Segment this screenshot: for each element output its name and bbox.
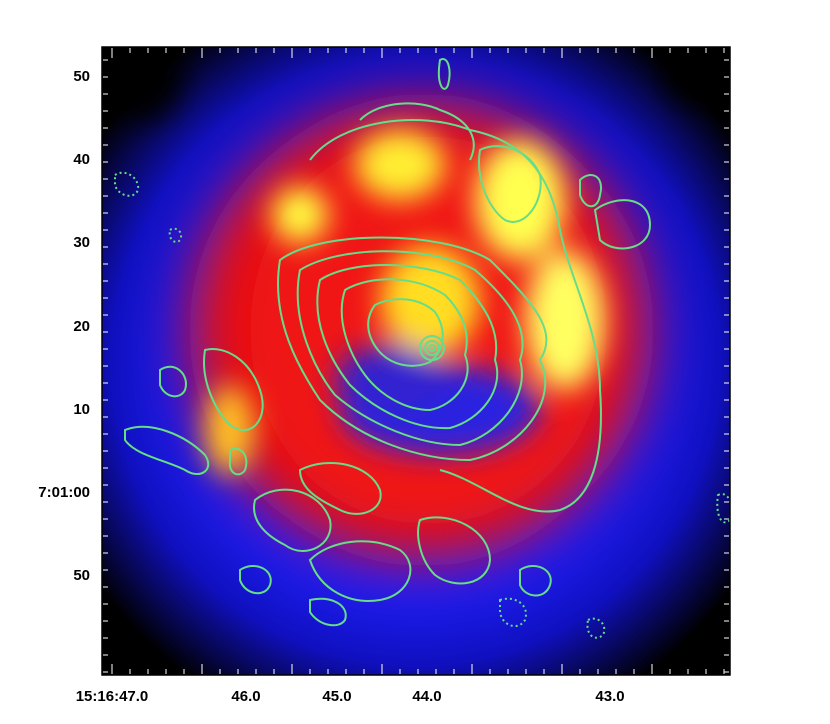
y-tick-label: 20 — [73, 318, 90, 335]
x-tick-label: 45.0 — [322, 688, 351, 705]
x-tick-label: 44.0 — [412, 688, 441, 705]
radio-contours — [114, 58, 730, 639]
y-tick-label: 7:01:00 — [38, 484, 90, 501]
frame-ticks — [103, 48, 729, 674]
y-tick-label: 40 — [73, 151, 90, 168]
x-tick-label: 15:16:47.0 — [76, 688, 149, 705]
x-tick-label: 43.0 — [595, 688, 624, 705]
y-tick-label: 50 — [73, 567, 90, 584]
y-tick-label: 10 — [73, 401, 90, 418]
image-frame — [101, 46, 731, 676]
xray-image — [102, 47, 730, 675]
x-tick-label: 46.0 — [231, 688, 260, 705]
y-tick-label: 50 — [73, 68, 90, 85]
y-tick-label: 30 — [73, 234, 90, 251]
